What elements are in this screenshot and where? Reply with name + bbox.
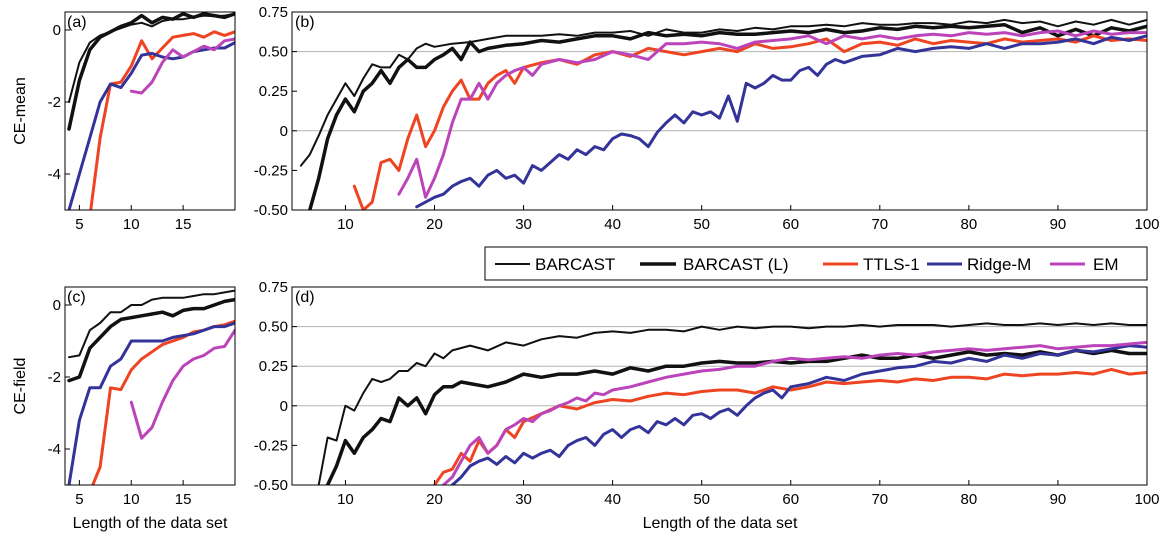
x-tick-label: 100 [1134, 216, 1159, 233]
y-tick-label: -0.50 [254, 202, 288, 219]
y-tick-label: 0.50 [259, 44, 288, 61]
x-tick-label: 50 [693, 491, 710, 508]
y-tick-label: 0.25 [259, 83, 288, 100]
y-tick-label: -2 [48, 369, 61, 386]
plot-frame [64, 11, 236, 211]
y-axis-label: CE-field [12, 358, 29, 415]
y-tick-label: 0 [280, 398, 288, 415]
legend-box [484, 246, 1148, 281]
panel-label: (d) [295, 289, 315, 306]
y-tick-label: 0 [53, 22, 61, 39]
legend-label: BARCAST (L) [683, 255, 789, 274]
y-tick-label: -4 [48, 441, 61, 458]
series-line [68, 289, 235, 359]
series-line [91, 319, 235, 485]
legend-item: BARCAST (L) [640, 255, 789, 274]
legend-label: EM [1093, 255, 1119, 274]
y-tick-label: 0.75 [259, 4, 288, 21]
x-axis-label: Length of the data set [643, 515, 798, 532]
x-tick-label: 15 [175, 216, 192, 233]
y-tick-label: -2 [48, 94, 61, 111]
y-tick-label: 0 [53, 297, 61, 314]
x-tick-label: 20 [426, 491, 443, 508]
y-tick-label: 0.75 [259, 279, 288, 296]
x-tick-label: 40 [604, 491, 621, 508]
panel-label: (b) [295, 14, 315, 31]
x-tick-label: 15 [175, 491, 192, 508]
series-line [450, 344, 1147, 485]
panel-label: (c) [67, 289, 86, 306]
panel-b: -0.50 -0.25 0 0.25 0.50 0.75 10 20 30 40 50 60 70 80 9… [254, 4, 1160, 233]
y-tick-label: -4 [48, 166, 61, 183]
y-tick-label: 0.50 [259, 319, 288, 336]
series-group [317, 322, 1147, 485]
x-tick-label: 90 [1050, 216, 1067, 233]
series-line [325, 348, 1147, 485]
series-group [67, 12, 235, 210]
y-axis-label: CE-mean [12, 77, 29, 145]
x-tick-label: 10 [123, 216, 140, 233]
x-tick-label: 10 [123, 491, 140, 508]
legend-item: EM [1050, 255, 1119, 274]
x-tick-label: 50 [693, 216, 710, 233]
plot-frame [291, 11, 1148, 211]
x-tick-label: 20 [426, 216, 443, 233]
panel-a: CE-mean -4 -2 0 5 10 15 (a) [12, 11, 236, 233]
legend-label: TTLS-1 [863, 255, 920, 274]
legend-label: Ridge-M [967, 255, 1031, 274]
x-tick-label: 5 [75, 216, 83, 233]
y-tick-label: -0.25 [254, 162, 288, 179]
y-tick-label: -0.50 [254, 477, 288, 494]
series-line [129, 37, 235, 95]
x-tick-label: 10 [337, 216, 354, 233]
x-tick-label: 60 [782, 491, 799, 508]
panel-d: Length of the data set -0.50 -0.25 0 0.25 0.… [254, 279, 1160, 532]
panel-label: (a) [67, 14, 87, 31]
x-tick-label: 70 [871, 491, 888, 508]
legend-item: BARCAST [495, 255, 615, 274]
y-tick-label: -0.25 [254, 437, 288, 454]
series-line [415, 34, 1147, 209]
series-group [67, 289, 235, 485]
x-tick-label: 80 [961, 491, 978, 508]
series-line [67, 297, 235, 383]
x-tick-label: 40 [604, 216, 621, 233]
series-line [89, 30, 235, 210]
plot-frame [64, 286, 236, 486]
y-tick-label: 0 [280, 123, 288, 140]
x-tick-label: 80 [961, 216, 978, 233]
legend-label: BARCAST [535, 255, 615, 274]
x-tick-label: 30 [515, 216, 532, 233]
series-line [67, 321, 235, 485]
legend: BARCAST BARCAST (L) TTLS-1 Ridge-M EM [484, 246, 1148, 281]
series-line [129, 328, 235, 440]
panel-c: CE-field Length of the data set -4 -2 0 5 10… [12, 286, 236, 532]
series-line [67, 41, 235, 210]
series-line [352, 34, 1147, 210]
plot-frame [291, 286, 1148, 486]
x-tick-label: 30 [515, 491, 532, 508]
series-line [397, 29, 1147, 199]
x-tick-label: 90 [1050, 491, 1067, 508]
legend-item: TTLS-1 [823, 255, 920, 274]
series-group [299, 18, 1147, 210]
x-tick-label: 5 [75, 491, 83, 508]
x-axis-label: Length of the data set [73, 515, 228, 532]
series-line [317, 322, 1147, 485]
x-tick-label: 60 [782, 216, 799, 233]
series-line [67, 12, 235, 131]
x-tick-label: 100 [1134, 491, 1159, 508]
y-tick-label: 0.25 [259, 358, 288, 375]
series-line [441, 340, 1147, 485]
series-line [308, 22, 1147, 210]
x-tick-label: 70 [871, 216, 888, 233]
legend-item: Ridge-M [927, 255, 1031, 274]
x-tick-label: 10 [337, 491, 354, 508]
